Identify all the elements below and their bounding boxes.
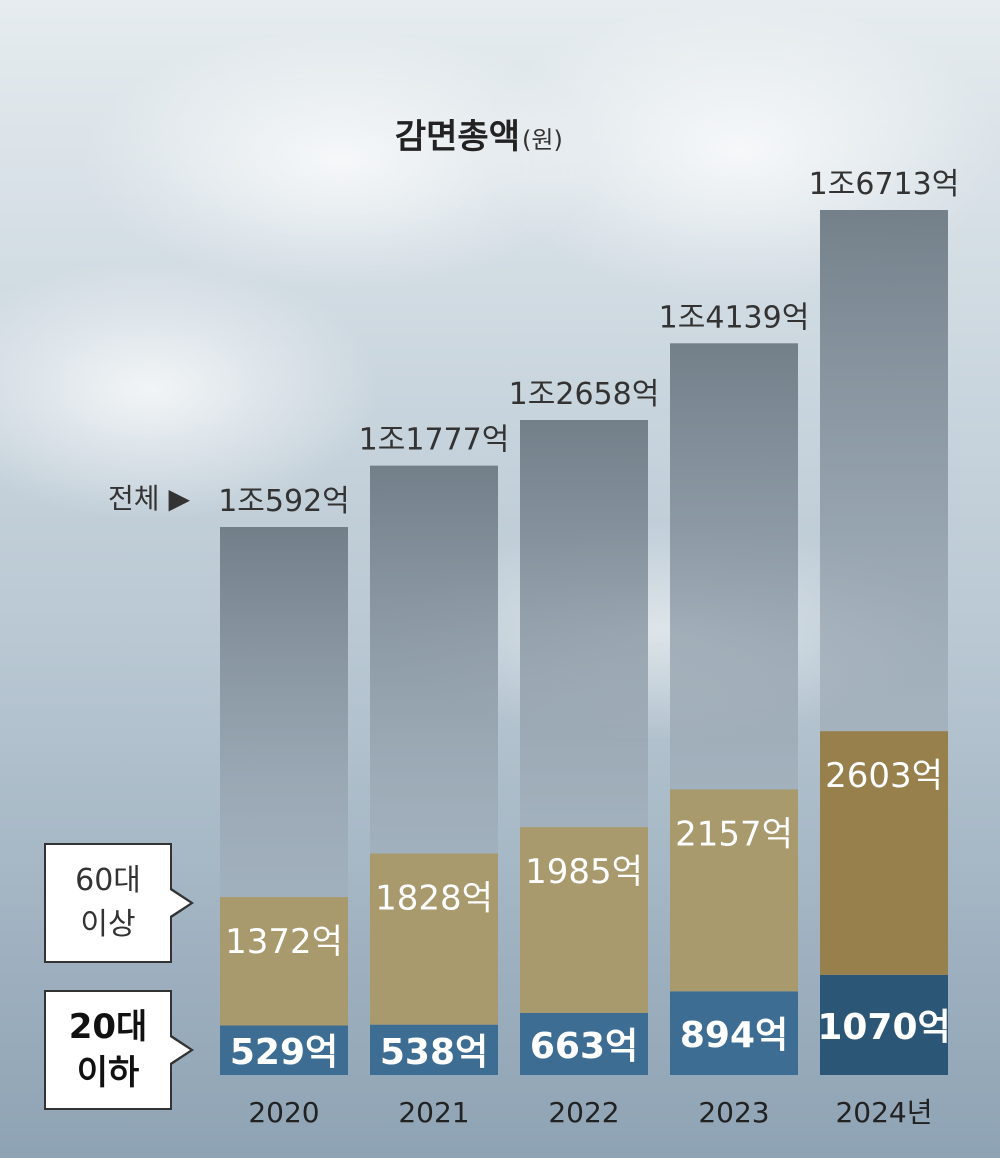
- total-value-label-0: 1조592억: [218, 484, 350, 519]
- sixties-value-label-2: 1985억: [525, 852, 643, 892]
- x-tick-label-2: 2022: [548, 1096, 619, 1129]
- total-value-label-1: 1조1777억: [359, 423, 510, 458]
- sixties-value-label-0: 1372억: [225, 922, 343, 962]
- twenties-value-label-2: 663억: [530, 1026, 638, 1067]
- legend-sixties-label: 60대 이상: [75, 863, 141, 942]
- twenties-value-label-4: 1070억: [817, 1007, 950, 1048]
- sixties-bar-0: [220, 897, 348, 1026]
- x-tick-label-0: 2020: [248, 1096, 319, 1129]
- twenties-bar-1: [370, 1024, 498, 1075]
- legend-sixties-box: 60대 이상: [44, 843, 194, 963]
- twenties-bar-2: [520, 1012, 648, 1075]
- total-value-label-3: 1조4139억: [659, 300, 810, 335]
- total-value-label-4: 1조6713억: [809, 167, 960, 202]
- twenties-value-label-0: 529억: [230, 1032, 338, 1073]
- twenties-bar-3: [670, 991, 798, 1075]
- chart-title-unit: (원): [522, 126, 563, 154]
- twenties-value-label-1: 538억: [380, 1032, 488, 1073]
- x-tick-label-4: 2024년: [835, 1096, 932, 1129]
- x-tick-label-3: 2023: [698, 1096, 769, 1129]
- total-value-label-2: 1조2658억: [509, 377, 660, 412]
- total-label: 전체 ▶: [108, 482, 190, 515]
- sixties-value-label-4: 2603억: [825, 756, 943, 796]
- sixties-bar-2: [520, 827, 648, 1013]
- sixties-bar-4: [820, 731, 948, 975]
- legend-twenties-label: 20대 이하: [68, 1007, 148, 1093]
- twenties-bar-0: [220, 1025, 348, 1075]
- sixties-value-label-3: 2157억: [675, 814, 793, 854]
- sixties-bar-1: [370, 853, 498, 1025]
- twenties-value-label-3: 894억: [680, 1015, 788, 1056]
- sixties-bar-3: [670, 789, 798, 992]
- twenties-bar-4: [820, 974, 948, 1075]
- x-tick-label-1: 2021: [398, 1096, 469, 1129]
- chart-title: 감면총액: [395, 117, 520, 157]
- sixties-value-label-1: 1828억: [375, 879, 493, 919]
- legend-twenties-box: 20대 이하: [44, 990, 194, 1110]
